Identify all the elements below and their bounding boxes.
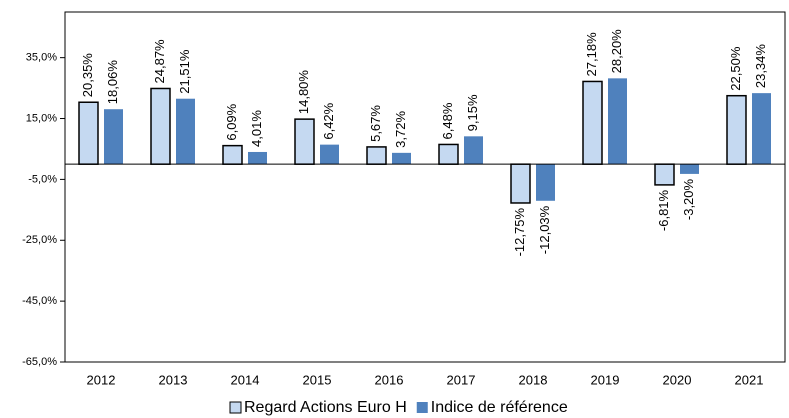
x-tick-label: 2012 (87, 372, 116, 387)
bar (680, 164, 699, 174)
x-tick-label: 2015 (303, 372, 332, 387)
bar (536, 164, 555, 201)
bar (752, 93, 771, 165)
y-tick-label: -45,0% (22, 295, 57, 307)
value-label: 23,34% (753, 44, 768, 89)
x-tick-label: 2013 (159, 372, 188, 387)
value-label: 4,01% (249, 110, 264, 147)
value-label: 24,87% (152, 39, 167, 84)
x-tick-label: 2018 (519, 372, 548, 387)
x-tick-label: 2017 (447, 372, 476, 387)
bar (510, 163, 531, 204)
bar (654, 163, 675, 186)
x-tick-label: 2014 (231, 372, 260, 387)
y-tick-label: 15,0% (26, 112, 57, 124)
bar (176, 98, 195, 165)
bar (438, 143, 459, 165)
legend-swatch (416, 402, 428, 413)
value-label: 6,09% (224, 103, 239, 140)
legend-label: Regard Actions Euro H (244, 399, 407, 416)
bar (392, 152, 411, 165)
value-label: -6,81% (656, 189, 671, 231)
value-label: -3,20% (681, 178, 696, 220)
value-label: 14,80% (296, 70, 311, 115)
bar (294, 118, 315, 165)
value-label: 3,72% (393, 111, 408, 148)
value-label: -12,75% (512, 208, 527, 257)
bar (248, 151, 267, 165)
bar (320, 144, 339, 165)
x-tick-label: 2020 (663, 372, 692, 387)
bar (366, 146, 387, 165)
bar (726, 94, 747, 165)
y-tick-label: -5,0% (28, 173, 57, 185)
value-label: 6,48% (440, 102, 455, 139)
value-label: 27,18% (584, 32, 599, 77)
y-tick-label: -65,0% (22, 356, 57, 368)
value-label: 5,67% (368, 105, 383, 142)
bar (222, 144, 243, 165)
legend-label: Indice de référence (431, 399, 568, 416)
plot-frame (64, 11, 786, 363)
x-tick-label: 2021 (735, 372, 764, 387)
value-label: 18,06% (105, 60, 120, 105)
value-label: 21,51% (177, 49, 192, 94)
y-tick-label: 35,0% (26, 52, 57, 64)
value-label: 9,15% (465, 94, 480, 131)
x-tick-label: 2016 (375, 372, 404, 387)
bar (78, 101, 99, 165)
legend-swatch (229, 401, 242, 414)
bar (150, 87, 171, 165)
y-tick-label: -25,0% (22, 234, 57, 246)
bar (608, 78, 627, 165)
value-label: 28,20% (609, 29, 624, 74)
value-label: -12,03% (537, 205, 552, 254)
x-tick-label: 2019 (591, 372, 620, 387)
bar (104, 109, 123, 165)
value-label: 20,35% (80, 53, 95, 98)
bar (464, 136, 483, 165)
value-label: 22,50% (728, 46, 743, 91)
bar (582, 80, 603, 165)
value-label: 6,42% (321, 102, 336, 139)
